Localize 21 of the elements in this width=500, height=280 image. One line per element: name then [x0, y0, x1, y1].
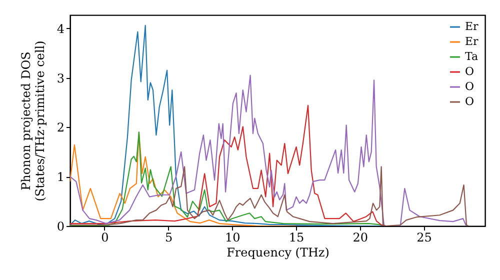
x-axis-title: Frequency (THz) — [226, 246, 330, 260]
legend-label: O — [465, 80, 474, 93]
x-tick-label: 0 — [101, 230, 109, 244]
x-tick-label: 5 — [165, 230, 173, 244]
y-tick-label: 3 — [56, 71, 64, 86]
x-tick-label: 10 — [225, 230, 240, 244]
legend-label: O — [465, 95, 474, 108]
y-tick-label: 1 — [56, 170, 64, 184]
y-tick-label: 0 — [56, 220, 64, 234]
legend-label: Er — [465, 20, 480, 33]
line-series — [70, 166, 469, 226]
legend-label: O — [465, 65, 474, 78]
x-tick-label: 15 — [288, 230, 304, 244]
y-tick-label: 2 — [56, 120, 64, 135]
x-tick-label: 20 — [352, 230, 368, 244]
x-tick-label: 25 — [416, 230, 432, 244]
y-axis-title: Phonon projected DOS (States/THz·primitive cell) — [18, 40, 47, 202]
legend-label: Ta — [465, 50, 478, 63]
legend-label: Er — [465, 35, 480, 48]
y-tick-label: 4 — [56, 22, 65, 36]
line-series — [70, 104, 386, 226]
